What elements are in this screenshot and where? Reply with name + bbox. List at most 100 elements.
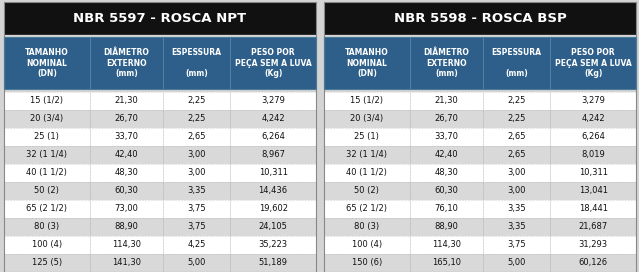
Bar bbox=[4, 2, 316, 34]
Bar bbox=[230, 182, 316, 200]
Bar bbox=[324, 200, 410, 218]
Text: 3,35: 3,35 bbox=[507, 222, 526, 231]
Bar bbox=[550, 37, 551, 89]
Bar bbox=[230, 146, 316, 164]
Text: 13,041: 13,041 bbox=[578, 187, 608, 196]
Bar bbox=[4, 200, 90, 218]
Text: 18,441: 18,441 bbox=[578, 205, 608, 214]
Text: 5,00: 5,00 bbox=[507, 258, 526, 267]
Text: 88,90: 88,90 bbox=[114, 222, 139, 231]
Text: 24,105: 24,105 bbox=[259, 222, 288, 231]
Bar bbox=[90, 182, 163, 200]
Bar bbox=[483, 200, 550, 218]
Bar bbox=[324, 128, 410, 146]
Bar bbox=[163, 92, 230, 110]
Bar bbox=[324, 128, 636, 146]
Bar bbox=[4, 92, 316, 110]
Text: 40 (1 1/2): 40 (1 1/2) bbox=[346, 168, 387, 178]
Text: 165,10: 165,10 bbox=[432, 258, 461, 267]
Bar bbox=[410, 182, 483, 200]
Bar bbox=[4, 254, 316, 272]
Text: 3,00: 3,00 bbox=[507, 187, 526, 196]
Text: 15 (1/2): 15 (1/2) bbox=[31, 97, 63, 106]
Bar bbox=[410, 254, 483, 272]
Text: 21,687: 21,687 bbox=[578, 222, 608, 231]
Text: 80 (3): 80 (3) bbox=[35, 222, 59, 231]
Text: 14,436: 14,436 bbox=[259, 187, 288, 196]
Text: 60,126: 60,126 bbox=[578, 258, 608, 267]
Bar bbox=[90, 254, 163, 272]
Bar bbox=[230, 110, 316, 128]
Bar bbox=[230, 92, 316, 110]
Bar bbox=[163, 236, 230, 254]
Bar bbox=[550, 254, 636, 272]
Text: 4,242: 4,242 bbox=[581, 115, 605, 123]
Bar bbox=[90, 110, 163, 128]
Bar bbox=[163, 110, 230, 128]
Text: 2,25: 2,25 bbox=[507, 97, 526, 106]
Bar bbox=[90, 236, 163, 254]
Bar bbox=[90, 164, 163, 182]
Bar bbox=[324, 164, 410, 182]
Text: 42,40: 42,40 bbox=[435, 150, 458, 159]
Text: 19,602: 19,602 bbox=[259, 205, 288, 214]
Bar bbox=[483, 37, 550, 89]
Bar bbox=[324, 236, 410, 254]
Text: 100 (4): 100 (4) bbox=[352, 240, 382, 249]
Bar bbox=[4, 110, 90, 128]
Bar bbox=[4, 110, 316, 128]
Bar bbox=[410, 37, 483, 89]
Text: ESPESSURA

(mm): ESPESSURA (mm) bbox=[172, 48, 222, 78]
Bar bbox=[324, 218, 410, 236]
Text: 5,00: 5,00 bbox=[187, 258, 206, 267]
Bar bbox=[483, 146, 550, 164]
Text: 26,70: 26,70 bbox=[114, 115, 139, 123]
Bar bbox=[550, 146, 636, 164]
Text: 3,00: 3,00 bbox=[507, 168, 526, 178]
Text: TAMANHO
NOMINAL
(DN): TAMANHO NOMINAL (DN) bbox=[25, 48, 69, 78]
Bar bbox=[410, 164, 483, 182]
Text: 2,25: 2,25 bbox=[187, 97, 206, 106]
Bar bbox=[230, 128, 316, 146]
Text: 8,019: 8,019 bbox=[581, 150, 605, 159]
Text: 4,242: 4,242 bbox=[261, 115, 285, 123]
Bar bbox=[324, 182, 410, 200]
Bar bbox=[550, 110, 636, 128]
Bar bbox=[483, 254, 550, 272]
Text: 21,30: 21,30 bbox=[114, 97, 138, 106]
Text: 40 (1 1/2): 40 (1 1/2) bbox=[26, 168, 67, 178]
Bar bbox=[163, 128, 230, 146]
Bar bbox=[324, 146, 636, 164]
Bar bbox=[324, 37, 636, 89]
Text: 2,25: 2,25 bbox=[507, 115, 526, 123]
Bar bbox=[324, 236, 636, 254]
Bar bbox=[163, 254, 230, 272]
Text: 3,75: 3,75 bbox=[187, 222, 206, 231]
Text: 2,25: 2,25 bbox=[187, 115, 206, 123]
Bar bbox=[4, 218, 90, 236]
Text: 65 (2 1/2): 65 (2 1/2) bbox=[26, 205, 67, 214]
Bar bbox=[483, 182, 550, 200]
Text: 48,30: 48,30 bbox=[435, 168, 458, 178]
Text: 73,00: 73,00 bbox=[114, 205, 139, 214]
Bar bbox=[230, 37, 231, 89]
Text: 114,30: 114,30 bbox=[112, 240, 141, 249]
Text: 42,40: 42,40 bbox=[114, 150, 138, 159]
Bar bbox=[4, 200, 316, 218]
Text: 20 (3/4): 20 (3/4) bbox=[30, 115, 63, 123]
Bar bbox=[324, 37, 410, 89]
Bar bbox=[4, 146, 90, 164]
Bar bbox=[4, 37, 316, 89]
Text: 65 (2 1/2): 65 (2 1/2) bbox=[346, 205, 387, 214]
Text: 80 (3): 80 (3) bbox=[355, 222, 380, 231]
Text: 6,264: 6,264 bbox=[261, 132, 285, 141]
Bar bbox=[410, 128, 483, 146]
Text: 26,70: 26,70 bbox=[435, 115, 458, 123]
Bar bbox=[230, 164, 316, 182]
Bar bbox=[324, 254, 636, 272]
Text: 31,293: 31,293 bbox=[578, 240, 608, 249]
Text: 32 (1 1/4): 32 (1 1/4) bbox=[346, 150, 387, 159]
Bar bbox=[550, 236, 636, 254]
Text: 25 (1): 25 (1) bbox=[355, 132, 380, 141]
Text: 125 (5): 125 (5) bbox=[32, 258, 62, 267]
